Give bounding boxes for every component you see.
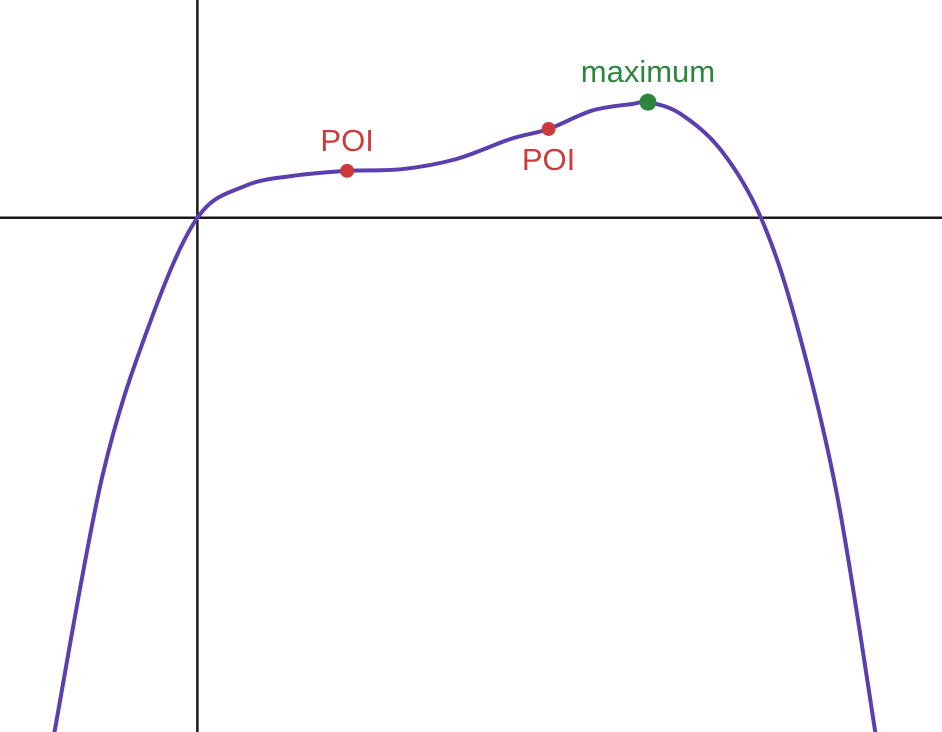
function-curve: [52, 99, 878, 732]
poi-point: [541, 121, 556, 136]
poi-label: POI: [522, 142, 575, 177]
marked-points: POI POI maximum: [320, 54, 715, 178]
maximum-label: maximum: [581, 54, 715, 89]
maximum-point: [639, 93, 657, 111]
poi-point: [340, 163, 355, 178]
poi-label: POI: [320, 123, 373, 158]
